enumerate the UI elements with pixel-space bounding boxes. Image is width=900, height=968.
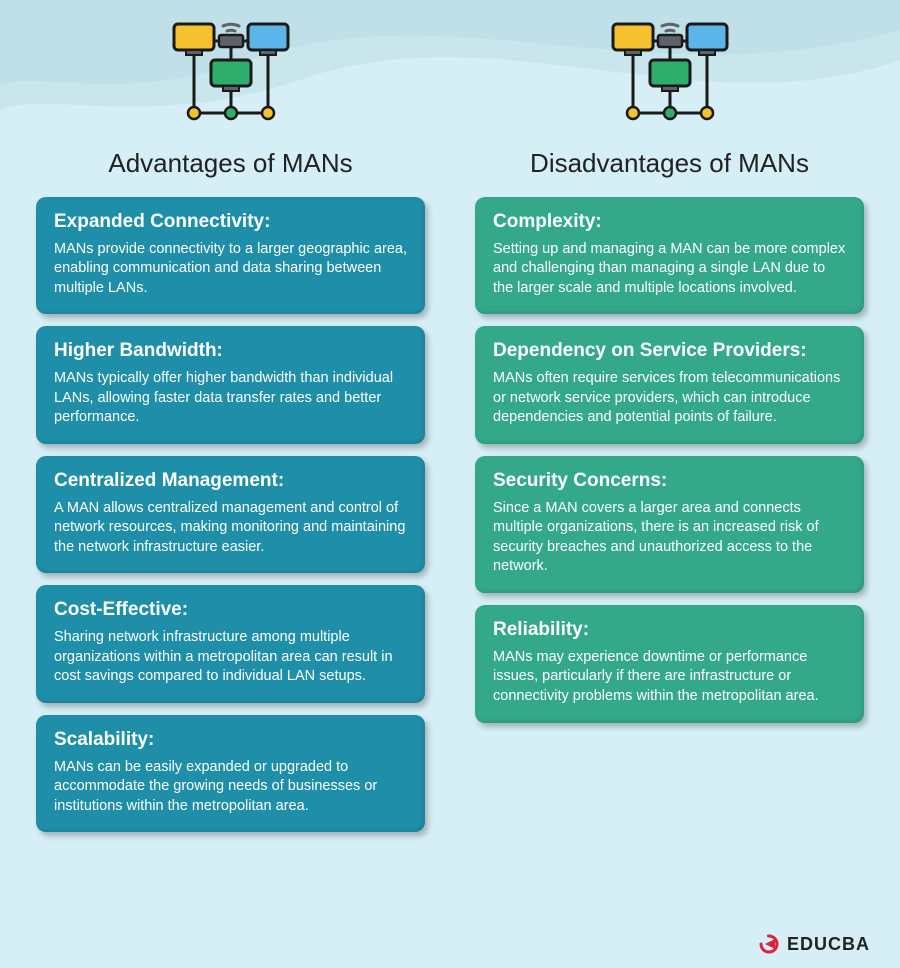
card-body: MANs often require services from telecom… (493, 369, 846, 428)
card-body: Sharing network infrastructure among mul… (54, 628, 407, 687)
advantages-column: Advantages of MANs Expanded Connectivity… (36, 18, 425, 832)
card-body: MANs may experience downtime or performa… (493, 648, 846, 707)
card-body: Setting up and managing a MAN can be mor… (493, 240, 846, 299)
card-title: Expanded Connectivity: (54, 211, 407, 234)
disadvantage-card: Complexity: Setting up and managing a MA… (475, 197, 864, 314)
card-body: MANs can be easily expanded or upgraded … (54, 758, 407, 817)
card-title: Complexity: (493, 211, 846, 234)
card-title: Cost-Effective: (54, 599, 407, 622)
advantage-card: Centralized Management: A MAN allows cen… (36, 456, 425, 573)
card-title: Security Concerns: (493, 470, 846, 493)
logo: EDUCBA (757, 932, 870, 956)
card-title: Dependency on Service Providers: (493, 340, 846, 363)
disadvantage-card: Reliability: MANs may experience downtim… (475, 605, 864, 722)
disadvantage-card: Security Concerns: Since a MAN covers a … (475, 456, 864, 593)
advantages-cards: Expanded Connectivity: MANs provide conn… (36, 197, 425, 832)
card-body: MANs provide connectivity to a larger ge… (54, 240, 407, 299)
advantage-card: Higher Bandwidth: MANs typically offer h… (36, 326, 425, 443)
card-body: MANs typically offer higher bandwidth th… (54, 369, 407, 428)
disadvantages-title: Disadvantages of MANs (530, 148, 809, 179)
advantage-card: Expanded Connectivity: MANs provide conn… (36, 197, 425, 314)
disadvantages-column: Disadvantages of MANs Complexity: Settin… (475, 18, 864, 832)
main-container: Advantages of MANs Expanded Connectivity… (0, 0, 900, 842)
logo-text: EDUCBA (787, 934, 870, 955)
card-title: Higher Bandwidth: (54, 340, 407, 363)
card-body: Since a MAN covers a larger area and con… (493, 499, 846, 577)
logo-mark-icon (757, 932, 781, 956)
card-body: A MAN allows centralized management and … (54, 499, 407, 558)
network-icon (595, 18, 745, 138)
card-title: Scalability: (54, 729, 407, 752)
card-title: Centralized Management: (54, 470, 407, 493)
disadvantages-cards: Complexity: Setting up and managing a MA… (475, 197, 864, 723)
advantage-card: Cost-Effective: Sharing network infrastr… (36, 585, 425, 702)
disadvantage-card: Dependency on Service Providers: MANs of… (475, 326, 864, 443)
card-title: Reliability: (493, 619, 846, 642)
advantage-card: Scalability: MANs can be easily expanded… (36, 715, 425, 832)
advantages-title: Advantages of MANs (108, 148, 352, 179)
network-icon (156, 18, 306, 138)
